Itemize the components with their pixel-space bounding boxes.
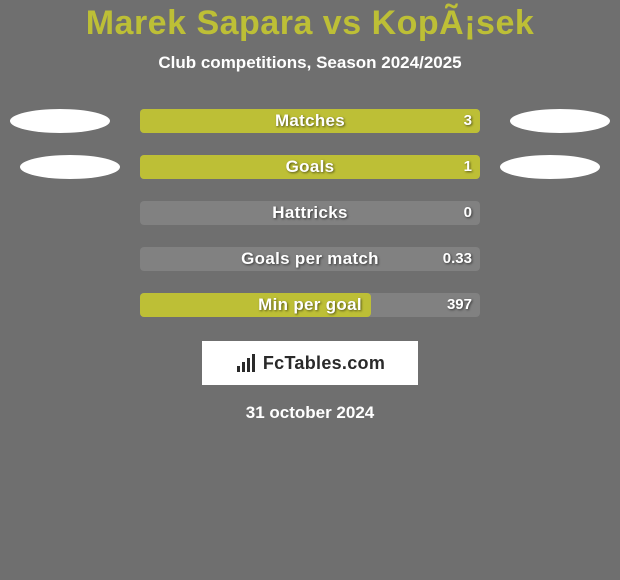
footer-date: 31 october 2024 — [0, 403, 620, 423]
stat-value: 397 — [140, 293, 472, 317]
stat-value: 3 — [140, 109, 472, 133]
left-pill — [20, 155, 120, 179]
stat-value: 0.33 — [140, 247, 472, 271]
stat-rows: Matches 3 Goals 1 Hattricks 0 Goals per … — [0, 109, 620, 317]
page-title: Marek Sapara vs KopÃ¡sek — [0, 4, 620, 43]
stat-row: Goals per match 0.33 — [0, 247, 620, 271]
logo-text: FcTables.com — [263, 353, 385, 374]
left-pill — [10, 109, 110, 133]
logo-box: FcTables.com — [202, 341, 418, 385]
stat-row: Matches 3 — [0, 109, 620, 133]
comparison-infographic: Marek Sapara vs KopÃ¡sek Club competitio… — [0, 0, 620, 580]
right-pill — [510, 109, 610, 133]
stat-value: 1 — [140, 155, 472, 179]
right-pill — [500, 155, 600, 179]
stat-row: Goals 1 — [0, 155, 620, 179]
subtitle: Club competitions, Season 2024/2025 — [0, 53, 620, 73]
stat-row: Min per goal 397 — [0, 293, 620, 317]
stat-row: Hattricks 0 — [0, 201, 620, 225]
bars-icon — [235, 352, 257, 374]
stat-value: 0 — [140, 201, 472, 225]
